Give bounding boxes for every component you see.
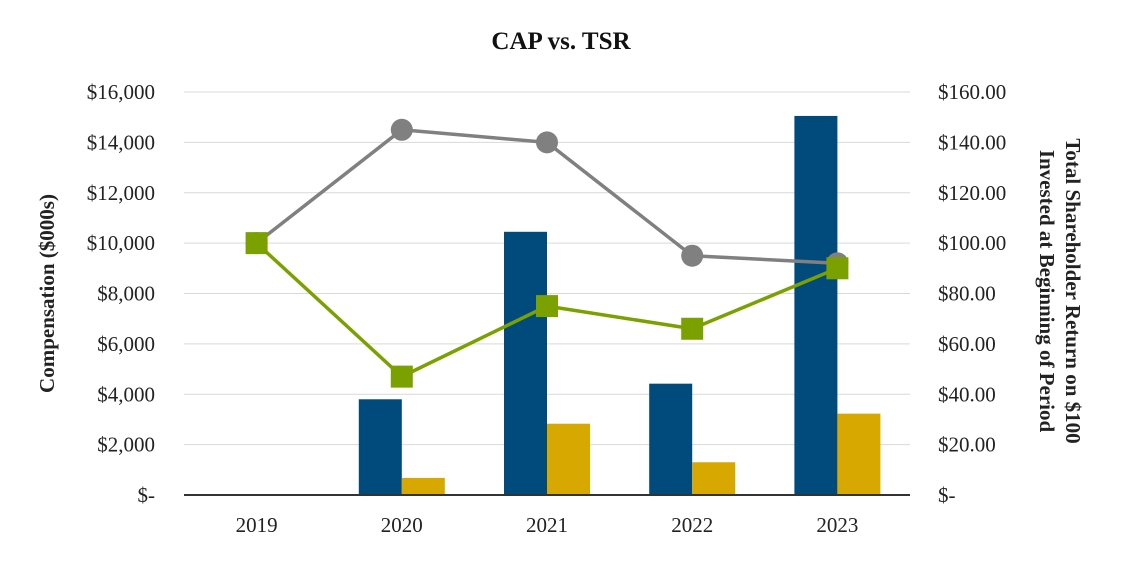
bar-cap-neo-2022 (692, 462, 736, 495)
bar-cap-neo-2020 (401, 477, 445, 495)
point-company-tsr-2019 (245, 232, 268, 255)
point-company-tsr-2021 (536, 295, 558, 318)
x-tick-label: 2022 (671, 513, 713, 537)
point-company-tsr-2022 (681, 317, 704, 340)
y-right-tick-label: $20.00 (938, 433, 996, 457)
line-series (245, 118, 849, 388)
y-axis-right-ticks: $- $20.00 $40.00 $60.00 $80.00 $100.00 $120.00… (938, 80, 1006, 507)
y-left-tick-label: $14,000 (87, 130, 155, 154)
y-right-tick-label: $- (938, 483, 956, 507)
y-left-tick-label: $2,000 (97, 433, 155, 457)
y-right-tick-label: $80.00 (938, 282, 996, 306)
x-tick-label: 2021 (526, 513, 568, 537)
y-right-tick-label: $140.00 (938, 130, 1006, 154)
point-peer-tsr-2022 (681, 244, 704, 267)
x-tick-label: 2019 (236, 513, 278, 537)
y-right-tick-label: $100.00 (938, 231, 1006, 255)
bar-cap-peo-2023 (794, 115, 838, 495)
y-left-tick-label: $- (138, 483, 156, 507)
bar-cap-neo-2023 (837, 413, 881, 495)
bar-cap-peo-2021 (504, 231, 547, 495)
y-left-tick-label: $4,000 (97, 382, 155, 406)
bar-series (358, 115, 881, 495)
bar-cap-peo-2022 (649, 383, 693, 495)
point-peer-tsr-2021 (536, 131, 558, 154)
point-company-tsr-2020 (390, 365, 413, 388)
y-right-tick-label: $120.00 (938, 181, 1006, 205)
x-axis-ticks: 2019 2020 2021 2022 2023 (236, 513, 859, 537)
y-axis-left-ticks: $- $2,000 $4,000 $6,000 $8,000 $10,000 $12,000… (87, 80, 155, 507)
y-axis-right-title-line-2: Invested at Beginning of Period (1035, 150, 1059, 433)
y-left-tick-label: $6,000 (97, 332, 155, 356)
y-axis-right-title-line-1: Total Shareholder Return on $100 (1061, 138, 1085, 443)
y-left-tick-label: $8,000 (97, 282, 155, 306)
y-right-tick-label: $60.00 (938, 332, 996, 356)
x-tick-label: 2020 (381, 513, 423, 537)
chart-title: CAP vs. TSR (491, 28, 631, 55)
bar-cap-peo-2020 (358, 399, 402, 495)
y-left-tick-label: $16,000 (87, 80, 155, 104)
x-tick-label: 2023 (816, 513, 858, 537)
bar-cap-neo-2021 (547, 423, 590, 495)
y-left-tick-label: $10,000 (87, 231, 155, 255)
y-axis-left-title: Compensation ($000s) (35, 194, 59, 393)
y-left-tick-label: $12,000 (87, 181, 155, 205)
point-company-tsr-2023 (826, 257, 849, 280)
y-right-tick-label: $160.00 (938, 80, 1006, 104)
point-peer-tsr-2020 (390, 118, 413, 141)
y-right-tick-label: $40.00 (938, 382, 996, 406)
